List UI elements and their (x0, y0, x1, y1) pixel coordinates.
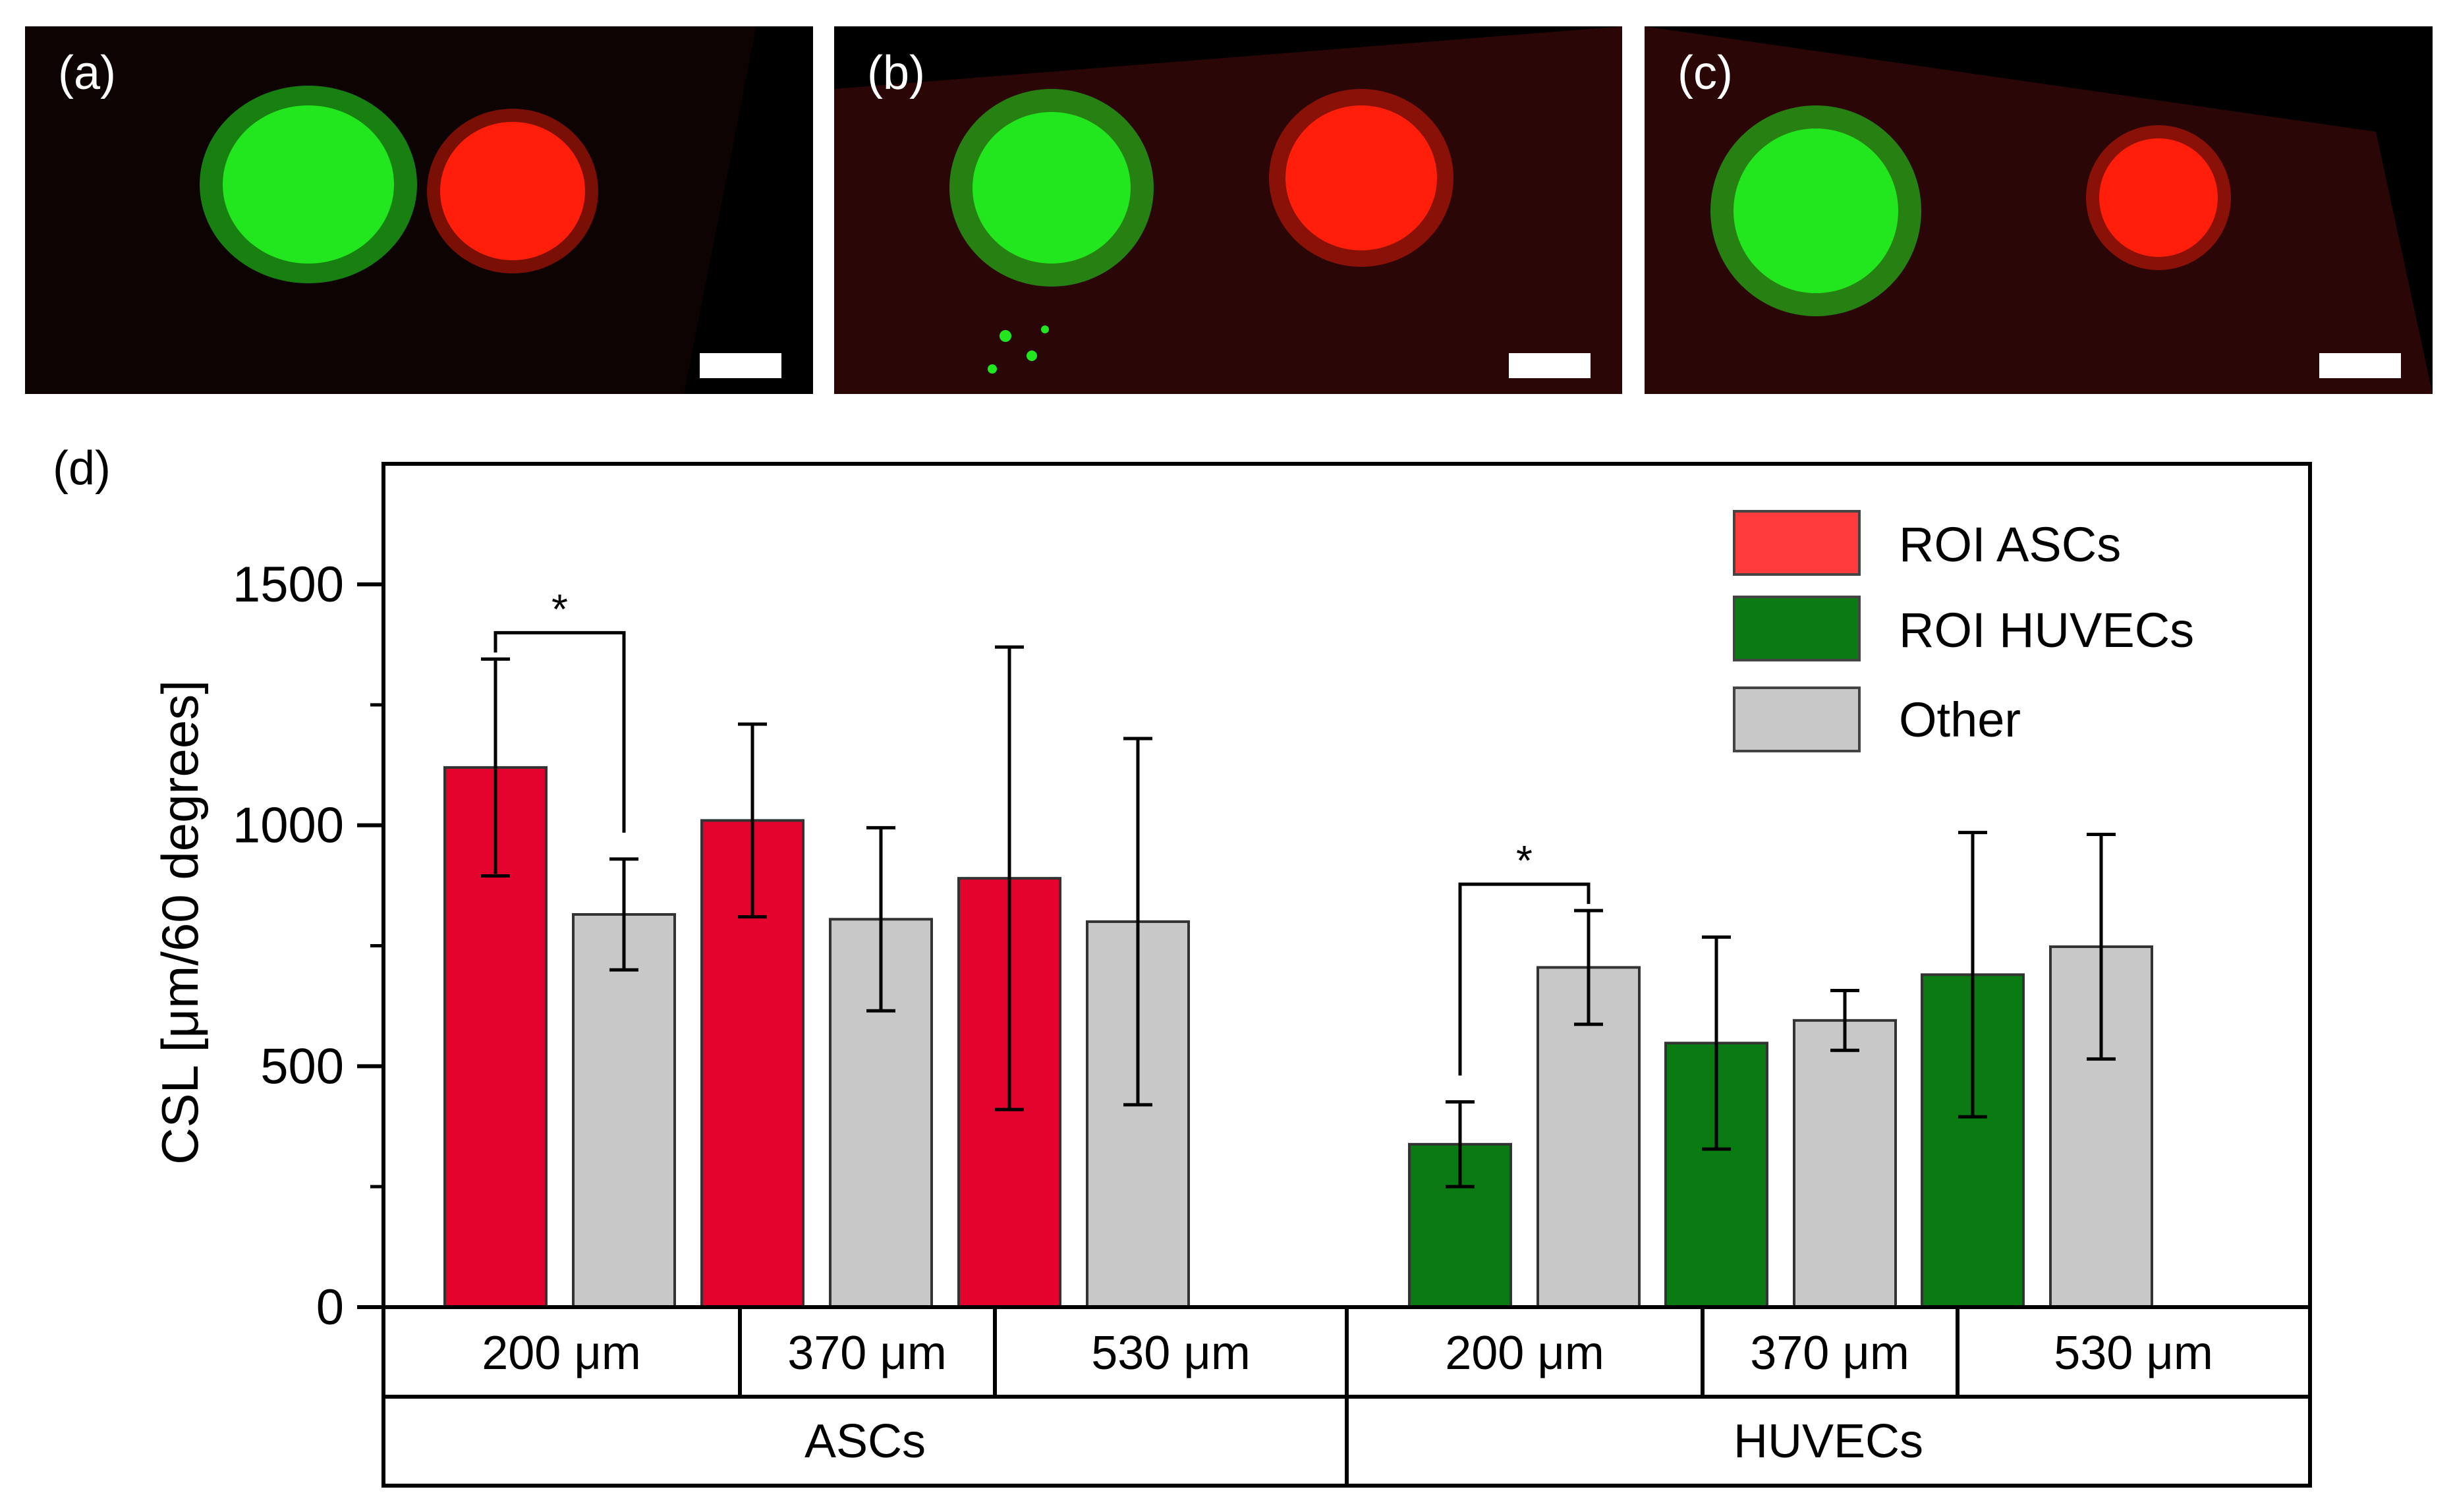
legend-swatch-roi-huvecs (1733, 596, 1861, 661)
group-label-ascs: ASCs (804, 1415, 926, 1468)
legend-label-other: Other (1899, 692, 2021, 747)
y-tick-label: 500 (260, 1038, 344, 1094)
error-bar-roi (1958, 831, 1987, 1119)
category-label: 530 μm (1091, 1327, 1251, 1380)
error-bar-other (1123, 737, 1152, 1107)
panel-label-b: (b) (867, 47, 925, 99)
category-label: 370 μm (787, 1327, 947, 1380)
significance-star: * (551, 585, 568, 632)
y-axis: 0 500 1000 1500 (233, 557, 383, 1335)
error-bar-other (1574, 909, 1603, 1026)
y-tick-label: 0 (316, 1279, 344, 1335)
micrograph-panel-b: (b) (834, 26, 1622, 394)
scale-bar (700, 353, 781, 378)
group-label-huvecs: HUVECs (1734, 1415, 1923, 1468)
chart-panel-label: (d) (53, 442, 111, 495)
error-bar-other (866, 826, 895, 1013)
bar-series (443, 766, 2153, 1309)
legend-label-roi-ascs: ROI ASCs (1899, 517, 2121, 572)
significance-star: * (1516, 837, 1533, 884)
y-tick-label: 1500 (233, 557, 344, 613)
bar-other (1793, 1019, 1897, 1309)
scale-bar (1509, 353, 1591, 378)
error-bar-roi (1702, 935, 1731, 1151)
micrograph-a-image (25, 26, 756, 394)
error-bar-roi (1446, 1100, 1475, 1189)
asc-spheroid-green (949, 89, 1154, 374)
error-bar-roi (738, 722, 767, 919)
category-label: 530 μm (2054, 1327, 2213, 1380)
micrograph-panel-c: (c) (1645, 26, 2433, 394)
micrograph-c-image (1645, 26, 2433, 394)
error-bar-roi (995, 645, 1024, 1111)
category-table: 200 μm 370 μm 530 μm 200 μm 370 μm 530 μ… (381, 1305, 2312, 1488)
scale-bar (2319, 353, 2401, 378)
significance-bracket: * (1458, 837, 1591, 1076)
significance-bracket: * (493, 585, 626, 833)
error-bar-other (1830, 989, 1859, 1052)
bar-other (572, 912, 676, 1309)
error-bar-roi (481, 657, 510, 878)
huvec-spheroid-red (427, 109, 598, 273)
y-tick-label: 1000 (233, 798, 344, 854)
error-bar-other (2087, 833, 2116, 1061)
asc-spheroid-green (1710, 105, 1921, 316)
significance-brackets: ** (493, 585, 1591, 1076)
bracket-line (1458, 882, 1591, 1076)
legend-label-roi-huvecs: ROI HUVECs (1899, 603, 2194, 658)
micrograph-b-image (834, 26, 1622, 394)
error-bars (481, 645, 2116, 1189)
panel-label-c: (c) (1678, 47, 1733, 99)
category-label: 200 μm (1445, 1327, 1604, 1380)
legend-swatch-other (1733, 686, 1861, 752)
micrograph-panel-a: (a) (25, 26, 813, 394)
category-label: 200 μm (482, 1327, 641, 1380)
y-axis-label: CSL [μm/60 degrees] (151, 680, 209, 1165)
error-bar-other (609, 857, 638, 972)
legend-swatch-roi-ascs (1733, 510, 1861, 576)
huvec-spheroid-red (1269, 89, 1453, 267)
panel-label-a: (a) (58, 47, 116, 99)
bracket-line (493, 630, 626, 833)
category-label: 370 μm (1750, 1327, 1909, 1380)
asc-spheroid-green (200, 86, 417, 283)
legend: ROI ASCs ROI HUVECs Other (1733, 510, 2194, 752)
huvec-spheroid-red (2086, 125, 2231, 270)
